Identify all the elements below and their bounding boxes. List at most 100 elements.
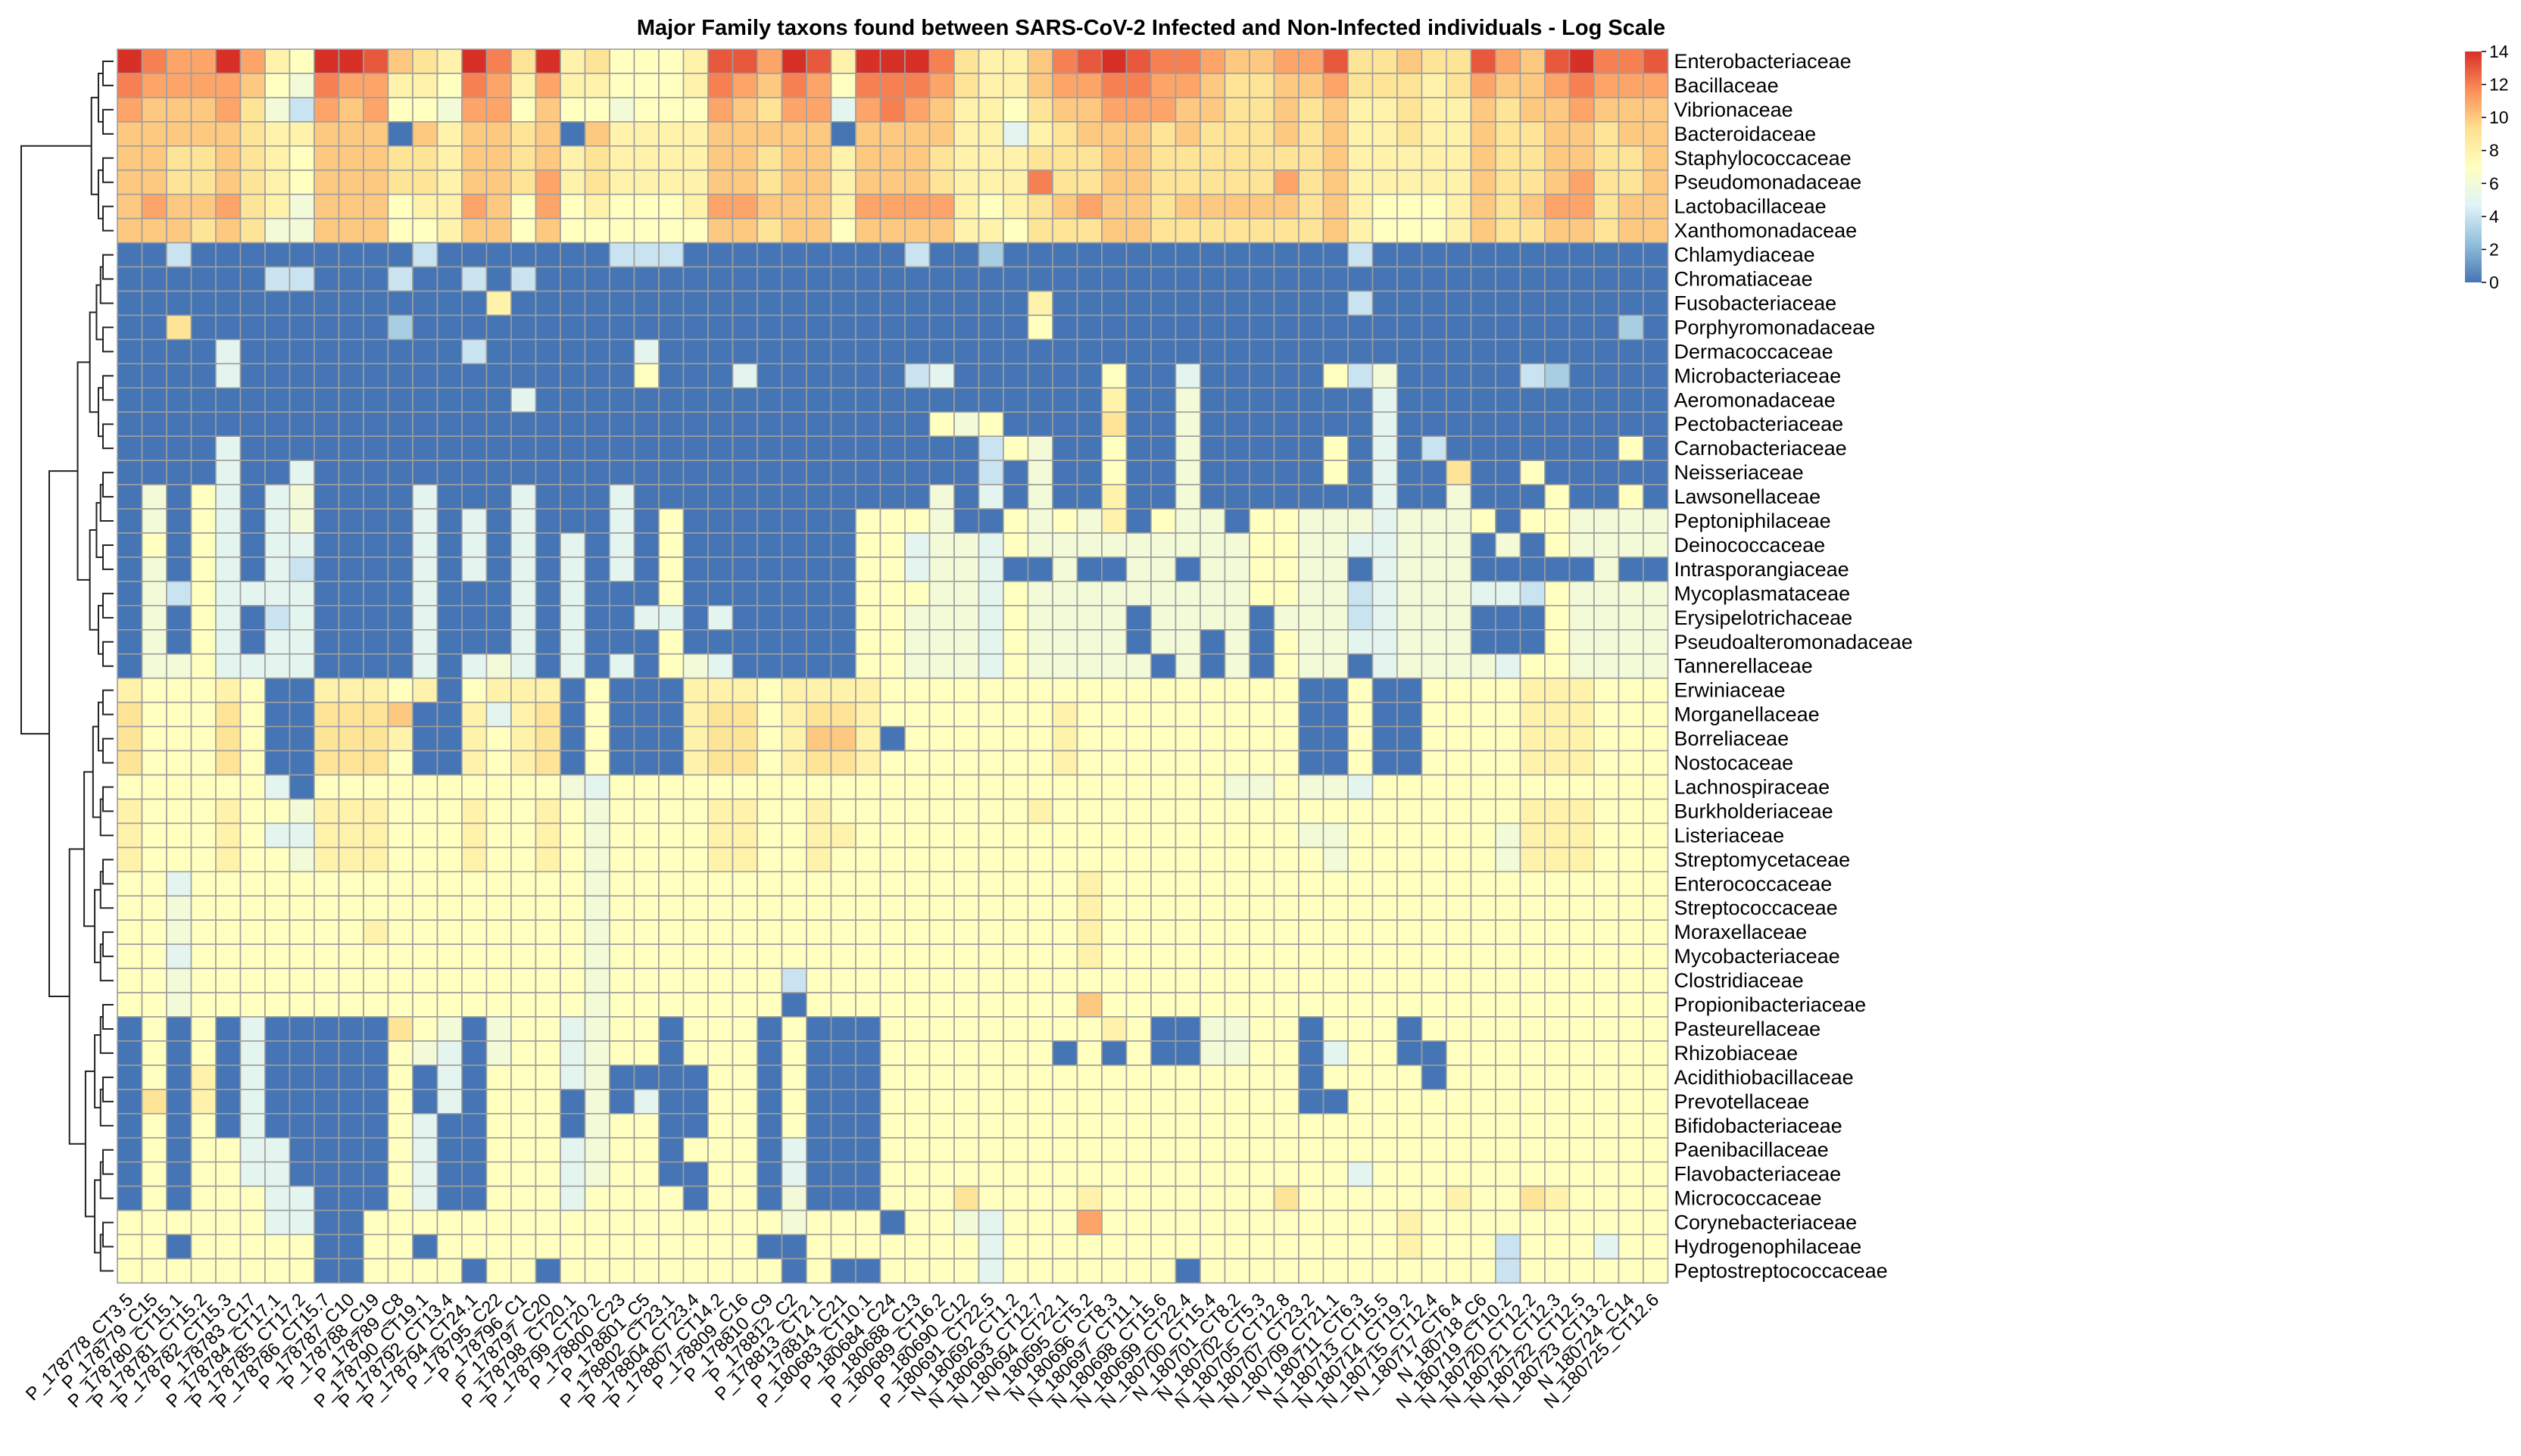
- heatmap-cell: [1224, 121, 1250, 147]
- heatmap-cell: [732, 217, 758, 244]
- heatmap-cell: [1125, 48, 1152, 74]
- heatmap-cell: [1298, 677, 1324, 703]
- heatmap-cell: [1347, 169, 1374, 195]
- heatmap-cell: [1371, 1233, 1398, 1260]
- heatmap-cell: [1618, 121, 1644, 147]
- heatmap-cell: [1519, 266, 1546, 292]
- heatmap-cell: [1125, 725, 1152, 752]
- heatmap-cell: [190, 1185, 217, 1211]
- heatmap-cell: [289, 919, 315, 945]
- heatmap-cell: [953, 557, 980, 582]
- heatmap-cell: [1052, 1089, 1078, 1115]
- heatmap-cell: [1470, 290, 1496, 316]
- heatmap-cell: [1101, 701, 1128, 728]
- heatmap-cell: [1618, 581, 1644, 606]
- dendrogram-branch: [102, 1221, 114, 1248]
- heatmap-cell: [1175, 774, 1201, 800]
- heatmap-cell: [953, 581, 980, 606]
- heatmap-cell: [609, 460, 635, 485]
- heatmap-cell: [781, 677, 807, 703]
- heatmap-cell: [1593, 97, 1620, 123]
- heatmap-cell: [584, 557, 610, 582]
- heatmap-cell: [141, 1209, 167, 1236]
- heatmap-cell: [978, 314, 1004, 341]
- heatmap-cell: [1643, 532, 1669, 558]
- heatmap-cell: [781, 73, 807, 98]
- legend-tick-label: 8: [2489, 141, 2499, 161]
- heatmap-cell: [510, 628, 537, 655]
- heatmap-cell: [1446, 968, 1472, 993]
- heatmap-cell: [314, 919, 340, 945]
- heatmap-cell: [879, 846, 906, 873]
- heatmap-cell: [436, 701, 463, 728]
- heatmap-cell: [707, 605, 734, 631]
- heatmap-cell: [1470, 435, 1496, 461]
- heatmap-cell: [239, 750, 266, 776]
- heatmap-cell: [510, 1040, 537, 1066]
- heatmap-cell: [387, 387, 413, 413]
- heatmap-cell: [1249, 266, 1275, 292]
- heatmap-cell: [781, 1209, 807, 1236]
- heatmap-cell: [1125, 435, 1152, 461]
- heatmap-cell: [1150, 822, 1177, 849]
- heatmap-cell: [535, 1258, 561, 1284]
- heatmap-cell: [1175, 750, 1201, 776]
- heatmap-cell: [1593, 677, 1620, 703]
- heatmap-cell: [117, 145, 143, 171]
- heatmap-cell: [412, 508, 438, 534]
- heatmap-cell: [904, 1136, 931, 1163]
- heatmap-cell: [1568, 363, 1595, 389]
- heatmap-cell: [560, 242, 586, 268]
- heatmap-cell: [1101, 1258, 1128, 1284]
- heatmap-cell: [584, 387, 610, 413]
- heatmap-cell: [953, 508, 980, 534]
- heatmap-cell: [1568, 387, 1595, 413]
- heatmap-cell: [879, 508, 906, 534]
- heatmap-cell: [1003, 314, 1029, 341]
- heatmap-cell: [1446, 338, 1472, 365]
- heatmap-cell: [855, 387, 881, 413]
- heatmap-cell: [1495, 1185, 1521, 1211]
- heatmap-cell: [363, 435, 389, 461]
- heatmap-cell: [141, 242, 167, 268]
- heatmap-cell: [1568, 846, 1595, 873]
- heatmap-cell: [1249, 97, 1275, 123]
- heatmap-cell: [1273, 1040, 1300, 1066]
- heatmap-cell: [1200, 484, 1226, 510]
- heatmap-cell: [412, 484, 438, 510]
- heatmap-cells: [117, 48, 1669, 1284]
- heatmap-cell: [1593, 532, 1620, 558]
- heatmap-cell: [560, 338, 586, 365]
- heatmap-cell: [166, 943, 192, 969]
- heatmap-cell: [707, 1040, 734, 1066]
- heatmap-cell: [1125, 1016, 1152, 1042]
- heatmap-cell: [363, 387, 389, 413]
- heatmap-cell: [1643, 871, 1669, 897]
- heatmap-cell: [1224, 871, 1250, 897]
- heatmap-cell: [190, 822, 217, 849]
- heatmap-cell: [1175, 145, 1201, 171]
- heatmap-cell: [1519, 1089, 1546, 1115]
- heatmap-cell: [978, 290, 1004, 316]
- heatmap-cell: [978, 121, 1004, 147]
- heatmap-cell: [1076, 581, 1103, 606]
- heatmap-cell: [830, 242, 856, 268]
- heatmap-cell: [239, 387, 266, 413]
- heatmap-cell: [535, 750, 561, 776]
- heatmap-cell: [658, 266, 685, 292]
- heatmap-cell: [658, 895, 685, 921]
- heatmap-cell: [510, 242, 537, 268]
- heatmap-cell: [682, 653, 709, 679]
- heatmap-cell: [658, 314, 685, 341]
- heatmap-cell: [1125, 1209, 1152, 1236]
- heatmap-cell: [1224, 1209, 1250, 1236]
- heatmap-cell: [1396, 532, 1423, 558]
- heatmap-cell: [485, 871, 512, 897]
- heatmap-cell: [1322, 774, 1349, 800]
- heatmap-cell: [289, 846, 315, 873]
- heatmap-cell: [904, 774, 931, 800]
- heatmap-cell: [904, 1161, 931, 1187]
- heatmap-cell: [314, 193, 340, 220]
- heatmap-cell: [1003, 242, 1029, 268]
- heatmap-cell: [633, 1258, 660, 1284]
